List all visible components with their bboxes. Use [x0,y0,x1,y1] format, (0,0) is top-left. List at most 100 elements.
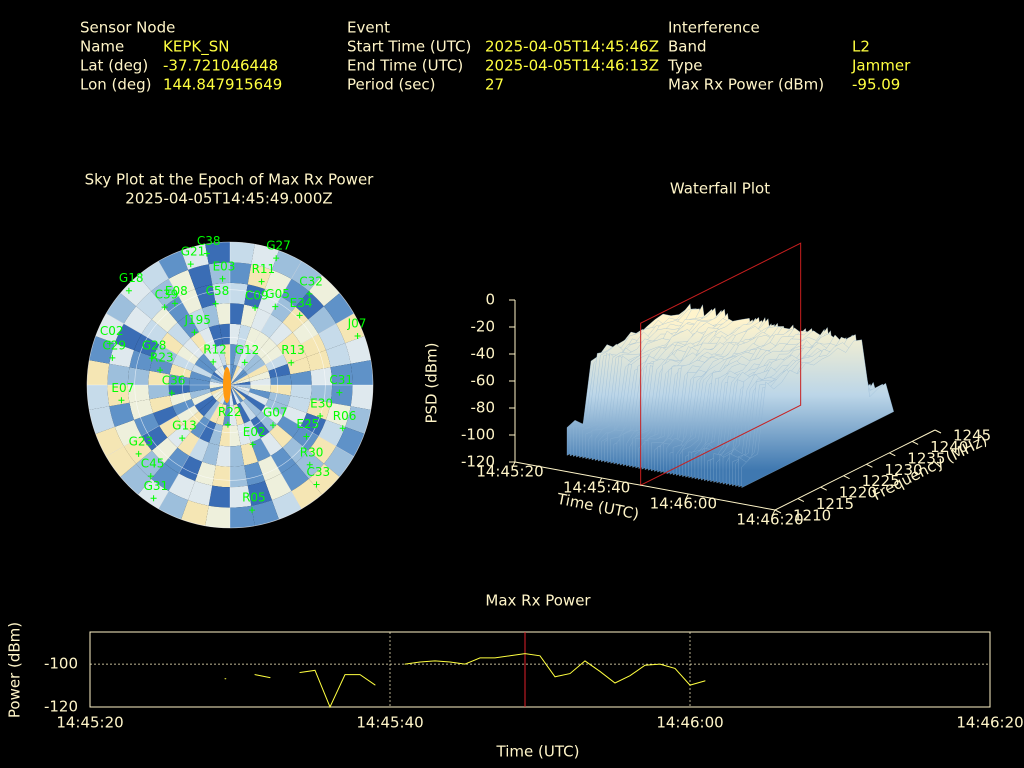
time-tick-label: 14:46:00 [650,495,717,513]
satellite-label: R30 [300,445,324,459]
sky-cell [106,293,137,324]
sky-cell [250,331,270,354]
sky-cell [325,343,351,368]
sky-cell [188,264,213,290]
sky-cell [244,461,265,486]
z-tick-label: -80 [471,399,496,417]
satellite-marker [258,278,265,285]
sky-cell [230,385,251,389]
satellite-label: R11 [252,262,276,276]
sky-cell [287,395,311,413]
sky-spoke [158,261,231,386]
satellite-label: C36 [162,374,186,388]
sky-cell [141,425,168,451]
sky-cell [276,332,301,355]
satellite-label: G28 [142,339,167,353]
z-tick-label: -20 [471,318,496,336]
sky-cell [244,284,265,309]
section-title: Sensor Node [80,19,175,37]
sky-cell [158,250,189,279]
frequency-tick-label: 1220 [839,484,877,502]
sky-cell [183,411,204,432]
time-tick [598,477,603,485]
satellite-label: E34 [290,296,313,310]
sky-cell [287,357,311,375]
sky-cell [205,505,230,528]
y-axis-title: Power (dBm) [6,622,24,718]
sky-cell [230,323,241,345]
sky-cell [172,354,195,372]
satellite-marker [157,367,164,374]
sky-cell [283,405,307,426]
satellite-marker [339,425,346,432]
sky-cell [123,306,152,334]
sky-cell [250,438,271,462]
field-value: 2025-04-05T14:46:13Z [485,57,659,75]
sky-cell [167,424,191,448]
sky-cell [89,336,115,364]
sky-cell [276,415,301,438]
sky-cell [270,385,292,396]
sky-cell [127,367,150,385]
z-axis-title: PSD (dBm) [423,342,441,423]
satellite-marker [241,359,248,366]
sky-cell [153,405,177,426]
sky-cell [300,333,326,358]
sky-cell [109,343,135,368]
sky-cell [167,322,191,346]
sky-cell [257,455,282,481]
satellite-label: C38 [197,234,221,248]
sky-cell [219,425,230,447]
satellite-marker [296,312,303,319]
sky-cell [310,367,333,385]
sky-cell [136,291,165,320]
sky-cell [205,242,230,265]
sky-cell [240,442,258,466]
sky-cell [230,364,237,385]
sky-cell [230,344,238,365]
x-axis-title: Time (UTC) [496,743,580,761]
sky-cell [230,282,248,305]
sky-spoke [106,384,231,457]
sky-spoke [229,384,302,509]
satellite-label: G27 [266,239,291,253]
sky-cell [269,322,293,346]
sky-cell [282,306,309,333]
sky-cell [106,446,137,477]
sky-cell [290,385,312,400]
satellite-label: C32 [299,274,323,288]
satellite-marker [269,422,276,429]
satellite-marker [210,358,217,365]
sky-cell [169,392,192,406]
sky-cell [212,465,230,488]
sky-cell [120,275,152,307]
sky-cell [195,284,216,309]
satellite-label: E25 [296,417,319,431]
frequency-tick [889,452,896,457]
sky-cell [189,385,210,393]
satellite-marker [317,413,324,420]
sky-cell [198,353,217,372]
field-value: L2 [852,38,870,56]
sky-cell [245,358,266,375]
satellite-marker [161,304,168,311]
satellite-label: E30 [310,397,333,411]
time-tick [684,493,689,501]
satellite-label: C58 [206,284,230,298]
sky-cell [256,411,277,432]
sky-cell [249,371,271,382]
sky-cell [209,423,223,446]
frequency-tick [866,463,873,468]
sky-cell [230,505,255,528]
frequency-tick [820,486,827,491]
sky-cell [209,402,224,424]
sky-cell [268,364,291,378]
field-label: Max Rx Power (dBm) [668,76,824,94]
satellite-label: G31 [144,479,169,493]
sky-cell [203,349,220,370]
sky-cell [177,431,200,456]
satellite-label: G12 [235,343,260,357]
sky-cell [230,485,252,508]
sky-cell [189,371,211,382]
sky-cell [291,478,322,509]
